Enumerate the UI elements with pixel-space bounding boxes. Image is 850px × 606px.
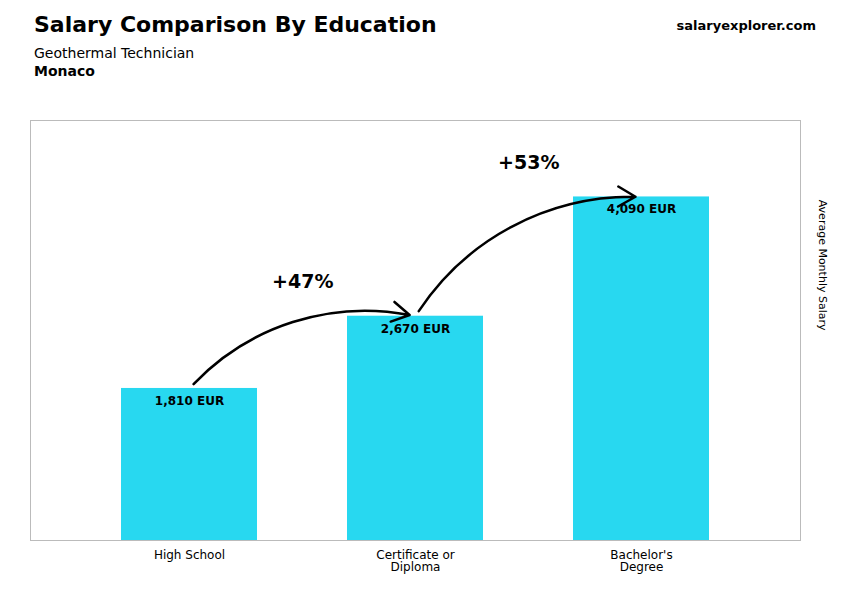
svg-text:4,090 EUR: 4,090 EUR (607, 202, 676, 216)
svg-text:+47%: +47% (272, 270, 333, 292)
html-text:Salary Comparison By Education: Salary Comparison By Education (34, 12, 437, 37)
svg-text:1,810 EUR: 1,810 EUR (155, 394, 224, 408)
svg-text:2,670 EUR: 2,670 EUR (381, 322, 450, 336)
svg-text:Average Monthly Salary: Average Monthly Salary (816, 200, 829, 331)
html-text:Monaco: Monaco (34, 63, 95, 79)
svg-text:Certificate orDiploma: Certificate orDiploma (376, 548, 454, 574)
svg-text:Bachelor'sDegree: Bachelor'sDegree (610, 548, 672, 574)
svg-text:High School: High School (154, 548, 225, 562)
html-text:Geothermal Technician: Geothermal Technician (34, 45, 195, 61)
svg-text:+53%: +53% (498, 151, 559, 173)
html-text:salaryexplorer.com: salaryexplorer.com (676, 18, 816, 33)
